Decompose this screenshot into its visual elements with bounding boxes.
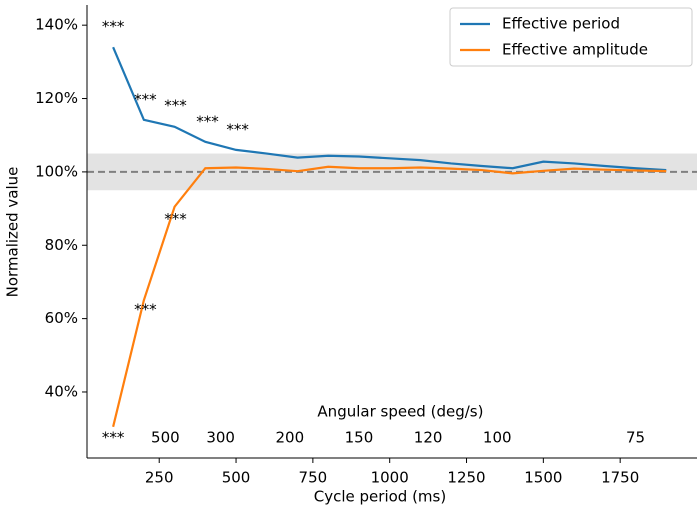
y-tick-label: 60% [45, 309, 78, 327]
legend-label: Effective amplitude [502, 41, 648, 59]
x-tick-label: 750 [299, 469, 328, 487]
x-tick-label: 500 [222, 469, 251, 487]
y-tick-label: 80% [45, 236, 78, 254]
data-line [112, 46, 667, 172]
annotation: *** [134, 300, 157, 318]
x2-tick-label: 300 [206, 429, 235, 447]
x2-tick-label: 75 [626, 429, 645, 447]
y-axis-label: Normalized value [4, 167, 22, 298]
data-line [112, 165, 667, 428]
x-tick-label: 1250 [447, 469, 485, 487]
annotation: *** [226, 121, 249, 139]
annotation: *** [164, 96, 187, 114]
annotation: *** [164, 210, 187, 228]
x-axis-label: Cycle period (ms) [314, 488, 446, 506]
x2-tick-label: 120 [414, 429, 443, 447]
annotation: *** [134, 91, 157, 109]
legend-box [449, 7, 693, 67]
x-tick-label: 250 [145, 469, 174, 487]
legend-label: Effective period [502, 15, 620, 33]
y-tick-label: 140% [35, 16, 78, 34]
x-tick-label: 1500 [524, 469, 562, 487]
x-tick-label: 1750 [601, 469, 639, 487]
annotation: *** [102, 18, 125, 36]
x2-tick-label: 150 [345, 429, 374, 447]
x2-axis-label: Angular speed (deg/s) [317, 403, 483, 421]
x2-tick-label: 500 [151, 429, 180, 447]
y-tick-label: 120% [35, 89, 78, 107]
y-tick-label: 100% [35, 162, 78, 180]
x2-tick-label: 100 [483, 429, 512, 447]
annotation: *** [196, 113, 219, 131]
x2-tick-label: 200 [276, 429, 305, 447]
x-tick-label: 1000 [371, 469, 409, 487]
annotation: *** [102, 428, 125, 446]
legend: Effective period Effective amplitude [449, 7, 693, 67]
y-tick-label: 40% [45, 382, 78, 400]
